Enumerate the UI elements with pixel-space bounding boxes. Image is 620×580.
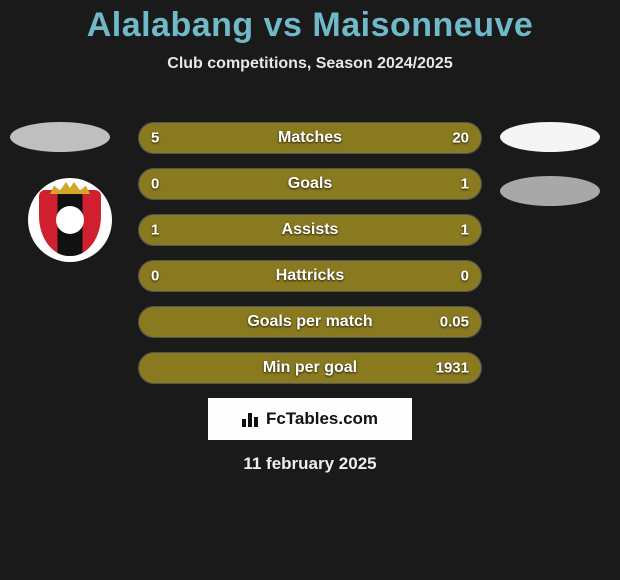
fctables-label: FcTables.com bbox=[266, 409, 378, 429]
stat-value-left: 1 bbox=[151, 222, 159, 239]
stat-label: Matches bbox=[139, 129, 481, 147]
stat-value-right: 1 bbox=[461, 222, 469, 239]
stat-row: Assists1 1 bbox=[138, 214, 482, 246]
stat-row: Goals per match0.05 bbox=[138, 306, 482, 338]
crown-icon bbox=[50, 182, 90, 194]
stat-value-right: 1931 bbox=[436, 360, 469, 377]
stat-value-right: 0 bbox=[461, 268, 469, 285]
stat-row: Min per goal1931 bbox=[138, 352, 482, 384]
bar-chart-icon bbox=[242, 411, 262, 427]
stat-row: Hattricks0 0 bbox=[138, 260, 482, 292]
club-logo bbox=[28, 178, 112, 262]
stat-label: Goals bbox=[139, 175, 481, 193]
stat-value-right: 0.05 bbox=[440, 314, 469, 331]
stat-label: Hattricks bbox=[139, 267, 481, 285]
page-title: Alalabang vs Maisonneuve bbox=[0, 0, 620, 45]
player-left-badge bbox=[10, 122, 110, 152]
stat-value-right: 1 bbox=[461, 176, 469, 193]
stat-value-right: 20 bbox=[452, 130, 469, 147]
player-right-badge bbox=[500, 122, 600, 152]
lion-icon bbox=[56, 206, 84, 234]
stat-value-left: 0 bbox=[151, 176, 159, 193]
stat-row: Matches5 20 bbox=[138, 122, 482, 154]
stat-label: Assists bbox=[139, 221, 481, 239]
date-label: 11 february 2025 bbox=[0, 454, 620, 474]
subtitle: Club competitions, Season 2024/2025 bbox=[0, 55, 620, 73]
stat-label: Goals per match bbox=[139, 313, 481, 331]
stat-value-left: 5 bbox=[151, 130, 159, 147]
fctables-watermark: FcTables.com bbox=[208, 398, 412, 440]
player-right-badge-2 bbox=[500, 176, 600, 206]
stat-label: Min per goal bbox=[139, 359, 481, 377]
stat-row: Goals0 1 bbox=[138, 168, 482, 200]
stats-container: Matches520Goals01Assists11Hattricks00Goa… bbox=[138, 122, 482, 398]
stat-value-left: 0 bbox=[151, 268, 159, 285]
